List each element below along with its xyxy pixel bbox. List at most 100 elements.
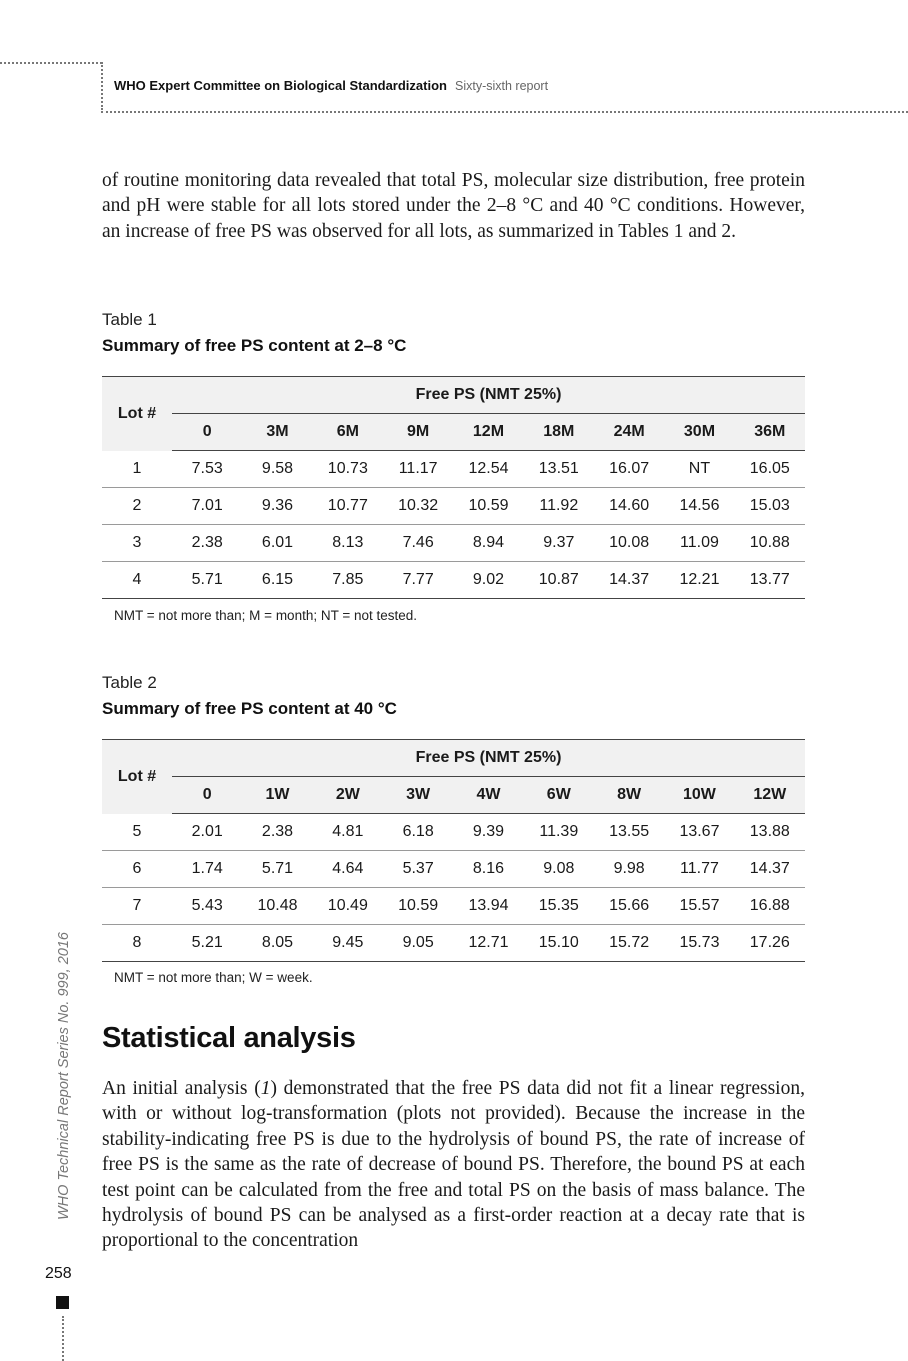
value-cell: 13.51 (523, 450, 594, 488)
value-cell: 10.88 (734, 524, 805, 562)
lot-cell: 3 (102, 524, 172, 562)
lot-cell: 1 (102, 450, 172, 488)
citation-ref: 1 (260, 1078, 271, 1099)
value-cell: 7.85 (312, 561, 383, 599)
value-cell: 10.32 (382, 487, 454, 525)
value-cell: 10.08 (593, 524, 665, 562)
value-cell: 8.13 (312, 524, 383, 562)
value-cell: 10.59 (382, 887, 454, 925)
value-cell: 9.02 (453, 561, 524, 599)
value-cell: 9.58 (242, 450, 313, 488)
table1-column-header: 30M (664, 413, 735, 451)
page-number: 258 (45, 1265, 72, 1282)
value-cell: 9.37 (523, 524, 594, 562)
value-cell: 10.73 (312, 450, 383, 488)
value-cell: 10.59 (453, 487, 524, 525)
page-marker-square (56, 1296, 69, 1309)
running-header-title: WHO Expert Committee on Biological Stand… (114, 78, 447, 93)
value-cell: 9.36 (242, 487, 313, 525)
value-cell: 5.43 (172, 887, 243, 925)
table1-column-header: 12M (453, 413, 524, 451)
value-cell: 7.46 (382, 524, 454, 562)
value-cell: 14.56 (664, 487, 735, 525)
value-cell: 12.71 (453, 924, 524, 962)
table2-lot-header: Lot # (102, 739, 172, 814)
table2-column-header: 10W (664, 776, 735, 814)
running-header: WHO Expert Committee on Biological Stand… (114, 78, 548, 93)
table1-column-header: 3M (242, 413, 313, 451)
section-paragraph-start: An initial analysis ( (102, 1078, 261, 1099)
running-header-subtitle: Sixty-sixth report (454, 79, 549, 93)
value-cell: 9.05 (382, 924, 454, 962)
value-cell: 5.21 (172, 924, 243, 962)
value-cell: 4.64 (312, 850, 383, 888)
table-row: 4 5.71 6.15 7.85 7.77 9.02 10.87 14.37 12.21 13.7… (102, 561, 805, 599)
table1-title: Summary of free PS content at 2–8 °C (102, 336, 407, 355)
table1-body: 1 7.53 9.58 10.73 11.17 12.54 13.51 16.07 NT 16.0… (102, 450, 805, 599)
table2-column-header: 12W (734, 776, 805, 814)
value-cell: 11.17 (382, 450, 454, 488)
intro-paragraph: of routine monitoring data revealed that… (102, 170, 805, 242)
value-cell: 14.37 (734, 850, 805, 888)
value-cell: 13.94 (453, 887, 524, 925)
table2-column-header: 4W (453, 776, 524, 814)
table1-column-header: 0 (172, 413, 243, 451)
value-cell: 9.08 (523, 850, 594, 888)
table2-column-header: 2W (312, 776, 383, 814)
value-cell: 15.66 (593, 887, 665, 925)
value-cell: 2.01 (172, 813, 243, 851)
value-cell: 8.94 (453, 524, 524, 562)
value-cell: 13.77 (734, 561, 805, 599)
value-cell: 6.15 (242, 561, 313, 599)
value-cell: 1.74 (172, 850, 243, 888)
table1-label: Table 1 (102, 310, 157, 329)
lot-cell: 8 (102, 924, 172, 962)
table2-column-header: 3W (382, 776, 454, 814)
header-dotted-rule-bottom (101, 111, 908, 113)
table-row: 2 7.01 9.36 10.77 10.32 10.59 11.92 14.60 14.56 1… (102, 487, 805, 525)
table2-title: Summary of free PS content at 40 °C (102, 699, 397, 718)
value-cell: 9.45 (312, 924, 383, 962)
value-cell: 4.81 (312, 813, 383, 851)
value-cell: NT (664, 450, 735, 488)
table-row: 8 5.21 8.05 9.45 9.05 12.71 15.10 15.72 15.73 17.… (102, 924, 805, 962)
table1-lot-header: Lot # (102, 376, 172, 451)
table2-note: NMT = not more than; W = week. (114, 970, 313, 985)
value-cell: 2.38 (242, 813, 313, 851)
value-cell: 12.54 (453, 450, 524, 488)
section-paragraph-rest: ) demonstrated that the free PS data did… (102, 1078, 805, 1252)
value-cell: 5.71 (172, 561, 243, 599)
table-row: 6 1.74 5.71 4.64 5.37 8.16 9.08 9.98 11.77 14.37 (102, 850, 805, 888)
series-side-label: WHO Technical Report Series No. 999, 201… (56, 932, 72, 1220)
value-cell: 15.57 (664, 887, 735, 925)
value-cell: 10.77 (312, 487, 383, 525)
table1-column-headers: 0 3M 6M 9M 12M 18M 24M 30M 36M (102, 413, 805, 451)
section-paragraph: An initial analysis (1) demonstrated tha… (102, 1076, 805, 1254)
lot-cell: 4 (102, 561, 172, 599)
value-cell: 10.48 (242, 887, 313, 925)
value-cell: 13.55 (593, 813, 665, 851)
value-cell: 5.37 (382, 850, 454, 888)
value-cell: 10.49 (312, 887, 383, 925)
lot-cell: 6 (102, 850, 172, 888)
value-cell: 8.05 (242, 924, 313, 962)
table2-column-header: 8W (593, 776, 665, 814)
value-cell: 7.01 (172, 487, 243, 525)
table2-column-header: 1W (242, 776, 313, 814)
lot-cell: 5 (102, 813, 172, 851)
value-cell: 11.39 (523, 813, 594, 851)
value-cell: 13.88 (734, 813, 805, 851)
value-cell: 5.71 (242, 850, 313, 888)
table-row: 3 2.38 6.01 8.13 7.46 8.94 9.37 10.08 11.09 10.88 (102, 524, 805, 562)
table-row: 5 2.01 2.38 4.81 6.18 9.39 11.39 13.55 13.67 13.8… (102, 813, 805, 851)
value-cell: 9.39 (453, 813, 524, 851)
value-cell: 16.07 (593, 450, 665, 488)
value-cell: 9.98 (593, 850, 665, 888)
table2-column-headers: 0 1W 2W 3W 4W 6W 8W 10W 12W (102, 776, 805, 814)
value-cell: 11.92 (523, 487, 594, 525)
value-cell: 10.87 (523, 561, 594, 599)
header-dotted-rule-left (0, 62, 102, 64)
table1-column-header: 6M (312, 413, 383, 451)
table-row: 7 5.43 10.48 10.49 10.59 13.94 15.35 15.66 15.57… (102, 887, 805, 925)
value-cell: 15.72 (593, 924, 665, 962)
